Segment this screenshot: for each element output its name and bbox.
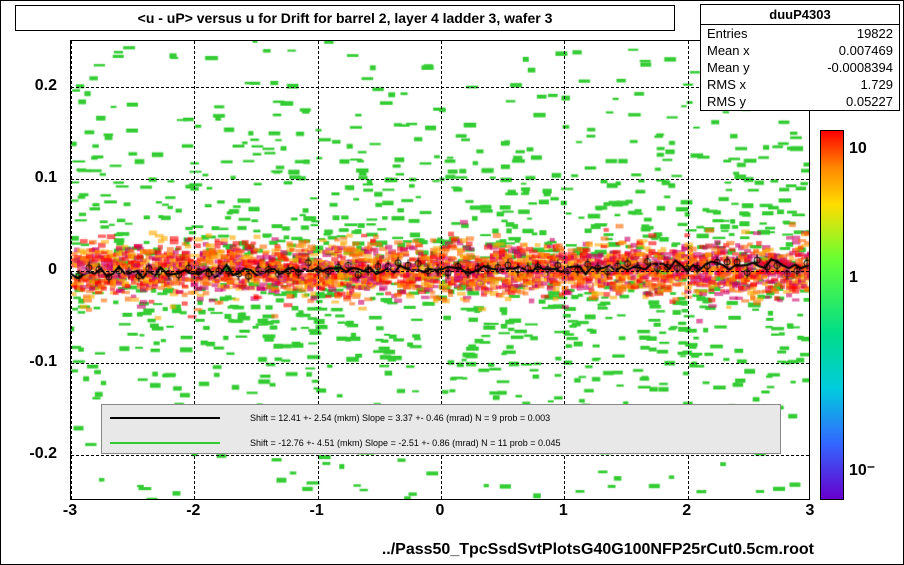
y-tick-label: -0.2: [29, 445, 57, 463]
colorbar-tick-label: 10⁻: [849, 460, 875, 480]
stats-label: RMS x: [707, 77, 746, 92]
stats-value: 0.05227: [846, 94, 893, 109]
gridline-v: [71, 41, 72, 499]
fit-legend: Shift = 12.41 +- 2.54 (mkm) Slope = 3.37…: [101, 404, 781, 454]
stats-label: Mean x: [707, 43, 750, 58]
plot-area: Shift = 12.41 +- 2.54 (mkm) Slope = 3.37…: [70, 40, 810, 500]
gridline-h: [71, 455, 809, 456]
colorbar-tick-label: 10: [849, 140, 867, 158]
stats-label: RMS y: [707, 94, 746, 109]
x-tick-label: -2: [186, 502, 200, 520]
stats-box: duuP4303 Entries19822Mean x0.007469Mean …: [700, 4, 900, 111]
colorbar-labels: 10 1 10⁻: [849, 130, 894, 500]
x-tick-label: 2: [682, 502, 691, 520]
stats-name: duuP4303: [701, 5, 899, 25]
legend-row: Shift = 12.41 +- 2.54 (mkm) Slope = 3.37…: [102, 405, 780, 430]
gridline-h: [71, 363, 809, 364]
stats-label: Mean y: [707, 60, 750, 75]
stats-value: 0.007469: [839, 43, 893, 58]
legend-text: Shift = 12.41 +- 2.54 (mkm) Slope = 3.37…: [250, 413, 550, 423]
stats-value: 1.729: [860, 77, 893, 92]
stats-row: Mean y -0.0008394: [701, 59, 899, 76]
gridline-h: [71, 87, 809, 88]
chart-title-text: <u - uP> versus u for Drift for barrel 2…: [138, 10, 553, 26]
legend-line-sample: [110, 442, 220, 444]
stats-value: -0.0008394: [827, 60, 893, 75]
x-tick-label: -1: [310, 502, 324, 520]
y-tick-label: 0: [48, 261, 57, 279]
stats-row: RMS y 0.05227: [701, 93, 899, 110]
colorbar: [820, 130, 844, 500]
legend-line-sample: [110, 417, 220, 419]
y-tick-label: -0.1: [29, 353, 57, 371]
gridline-h: [71, 271, 809, 272]
footer-filename: ../Pass50_TpcSsdSvtPlotsG40G100NFP25rCut…: [382, 541, 814, 559]
stats-row: RMS x 1.729: [701, 76, 899, 93]
x-tick-label: 0: [436, 502, 445, 520]
chart-title: <u - uP> versus u for Drift for barrel 2…: [15, 5, 675, 31]
x-tick-label: 3: [806, 502, 815, 520]
x-tick-label: -3: [63, 502, 77, 520]
stats-label: Entries: [707, 26, 747, 41]
x-tick-label: 1: [559, 502, 568, 520]
y-tick-label: 0.1: [35, 169, 57, 187]
stats-value: 19822: [857, 26, 893, 41]
y-tick-label: 0.2: [35, 77, 57, 95]
legend-row: Shift = -12.76 +- 4.51 (mkm) Slope = -2.…: [102, 430, 780, 455]
stats-row: Mean x 0.007469: [701, 42, 899, 59]
gridline-h: [71, 179, 809, 180]
stats-row: Entries 19822: [701, 25, 899, 42]
colorbar-tick-label: 1: [849, 269, 858, 287]
legend-text: Shift = -12.76 +- 4.51 (mkm) Slope = -2.…: [250, 438, 561, 448]
y-axis-labels: -0.2 -0.1 0 0.1 0.2: [0, 40, 65, 500]
x-axis-labels: -3-2-10123: [70, 502, 810, 527]
